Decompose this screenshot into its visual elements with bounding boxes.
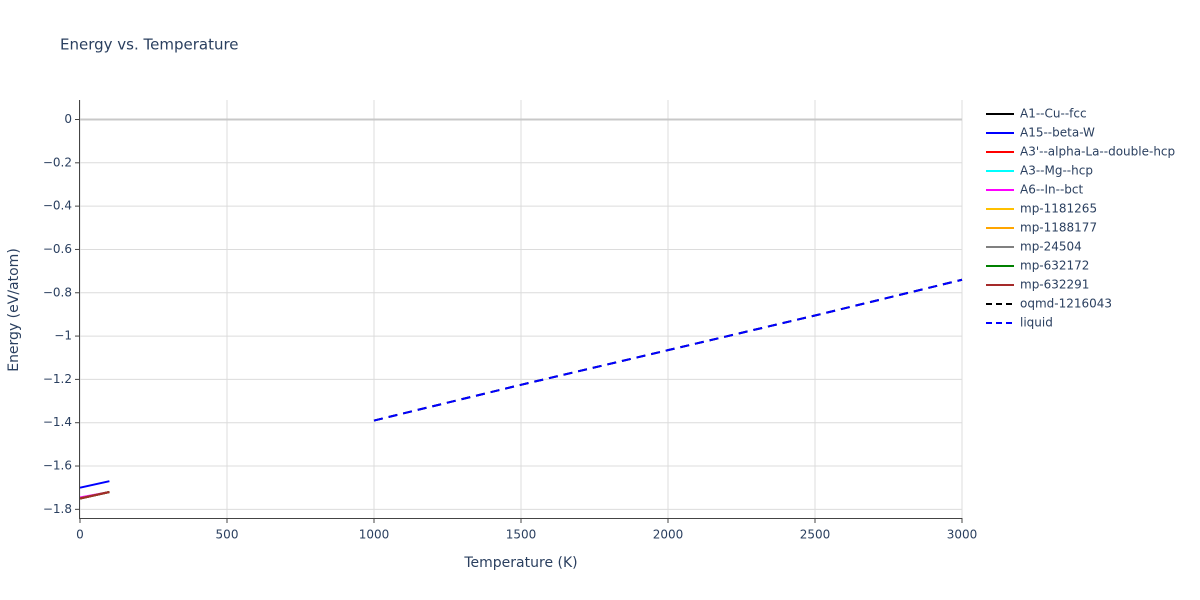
legend-label: A3'--alpha-La--double-hcp	[1020, 145, 1175, 159]
x-tick-label: 1000	[359, 528, 390, 542]
legend-label: mp-632172	[1020, 259, 1089, 273]
y-tick-label: −1.8	[43, 502, 72, 516]
y-tick-label: −0.6	[43, 242, 72, 256]
legend-label: A6--In--bct	[1020, 183, 1084, 197]
legend-label: mp-24504	[1020, 240, 1082, 254]
x-axis-title: Temperature (K)	[463, 555, 577, 571]
legend-label: A3--Mg--hcp	[1020, 164, 1093, 178]
x-tick-label: 2000	[653, 528, 684, 542]
y-tick-label: −0.4	[43, 199, 72, 213]
x-tick-label: 1500	[506, 528, 537, 542]
y-axis-title: Energy (eV/atom)	[6, 248, 22, 372]
series-line	[373, 278, 963, 422]
legend-label: mp-1181265	[1020, 202, 1097, 216]
y-tick-label: −0.2	[43, 155, 72, 169]
y-tick-label: −0.8	[43, 285, 72, 299]
legend-label: A1--Cu--fcc	[1020, 107, 1087, 121]
y-tick-label: −1.6	[43, 459, 72, 473]
series-line	[79, 491, 110, 500]
legend-label: mp-1188177	[1020, 221, 1097, 235]
x-tick-label: 500	[216, 528, 239, 542]
x-tick-label: 0	[76, 528, 84, 542]
grid	[79, 100, 963, 518]
y-tick-label: −1.4	[43, 415, 72, 429]
chart-title: Energy vs. Temperature	[60, 36, 239, 54]
legend-label: A15--beta-W	[1020, 126, 1095, 140]
legend: A1--Cu--fcc A15--beta-W A3'--alpha-La--dou…	[986, 107, 1175, 330]
legend-label: liquid	[1020, 316, 1053, 330]
series-line	[79, 480, 110, 489]
y-tick-label: −1	[54, 329, 72, 343]
y-tick-label: −1.2	[43, 372, 72, 386]
x-tick-label: 2500	[800, 528, 831, 542]
legend-label: mp-632291	[1020, 278, 1089, 292]
plot-area	[79, 278, 963, 500]
y-tick-label: 0	[64, 112, 72, 126]
legend-label: oqmd-1216043	[1020, 297, 1112, 311]
x-tick-label: 3000	[947, 528, 978, 542]
